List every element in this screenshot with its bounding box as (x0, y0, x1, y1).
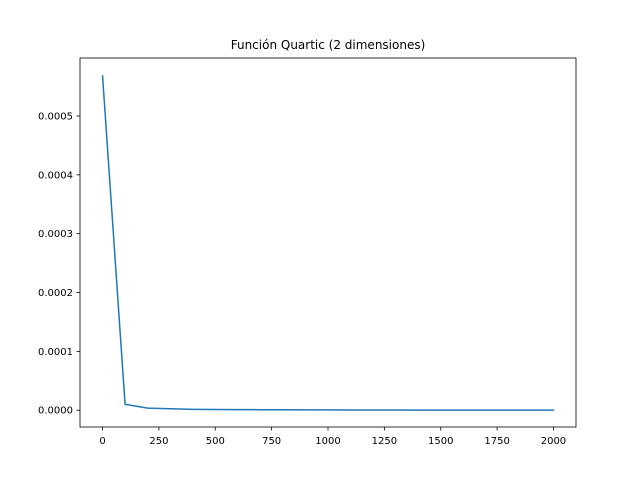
y-tick-label: 0.0005 (38, 111, 73, 122)
x-tick-label: 500 (206, 436, 225, 447)
y-tick-label: 0.0004 (38, 170, 73, 181)
x-tick-label: 1500 (428, 436, 453, 447)
y-tick-label: 0.0001 (38, 347, 73, 358)
y-tick-label: 0.0002 (38, 288, 73, 299)
x-tick-label: 1000 (315, 436, 340, 447)
y-tick-label: 0.0003 (38, 229, 73, 240)
x-tick-label: 1250 (372, 436, 397, 447)
x-tick-label: 1750 (484, 436, 509, 447)
plot-area: 0 250 500 750 1000 1250 1500 1750 2000 0.0000 0.00… (38, 57, 577, 447)
series-line-0 (101, 75, 555, 411)
x-tick-label: 0 (99, 436, 105, 447)
axes-frame (79, 57, 577, 428)
x-tick-label: 2000 (541, 436, 566, 447)
x-tick-label: 750 (262, 436, 281, 447)
chart-title: Función Quartic (2 dimensiones) (231, 38, 426, 52)
y-tick-label: 0.0000 (38, 406, 73, 417)
x-tick-label: 250 (149, 436, 168, 447)
